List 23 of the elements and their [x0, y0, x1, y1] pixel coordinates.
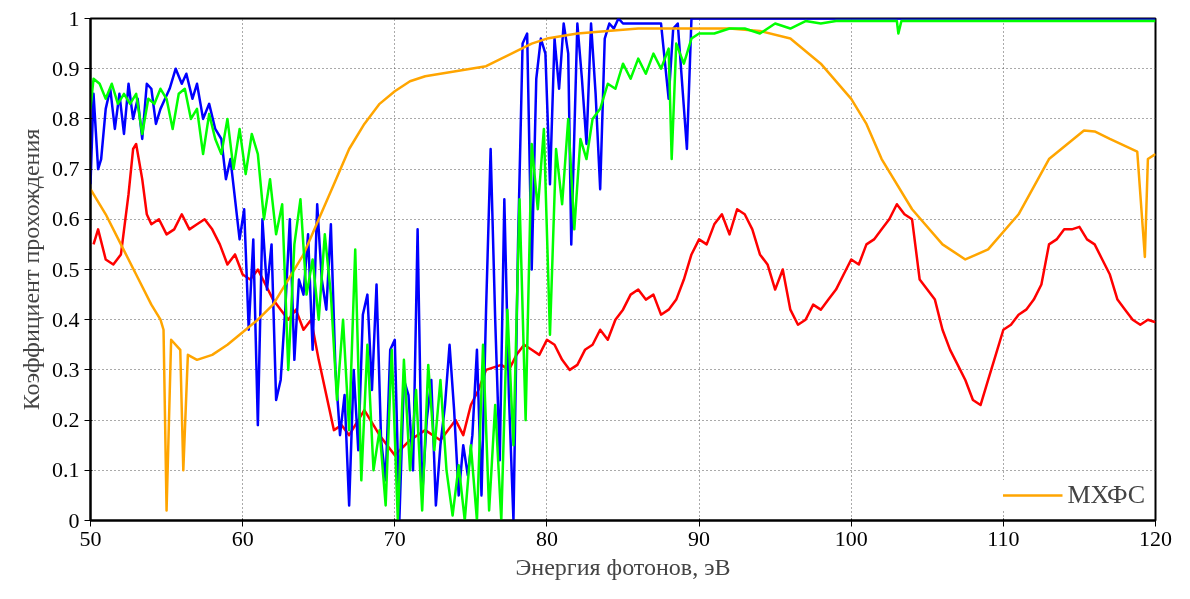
y-axis-title: Коэффициент прохождения — [18, 128, 44, 411]
y-tick-label: 0.3 — [52, 356, 80, 382]
y-tick-label: 0.2 — [52, 407, 80, 433]
y-tick-label: 0.1 — [52, 457, 80, 483]
x-tick-label: 120 — [1139, 525, 1172, 551]
x-tick-label: 80 — [535, 525, 558, 551]
x-tick-label: 60 — [231, 525, 254, 551]
x-tick-label: 50 — [79, 525, 102, 551]
line-series — [92, 142, 1156, 457]
y-tick-label: 1 — [68, 5, 80, 31]
y-tick-label: 0.8 — [52, 105, 80, 131]
legend-label: МХФС — [1067, 480, 1145, 510]
x-tick-label: 90 — [688, 525, 711, 551]
x-tick-label: 110 — [987, 525, 1020, 551]
y-tick-label: 0.9 — [52, 55, 80, 81]
y-tick-label: 0.5 — [52, 256, 80, 282]
x-tick-label: 70 — [383, 525, 406, 551]
x-axis-title: Энергия фотонов, эВ — [515, 553, 731, 580]
y-tick-label: 0 — [68, 507, 80, 533]
x-tick-label: 100 — [834, 525, 868, 551]
y-tick-label: 0.7 — [52, 156, 80, 182]
y-tick-label: 0.6 — [52, 206, 80, 232]
y-tick-label: 0.4 — [52, 306, 80, 332]
